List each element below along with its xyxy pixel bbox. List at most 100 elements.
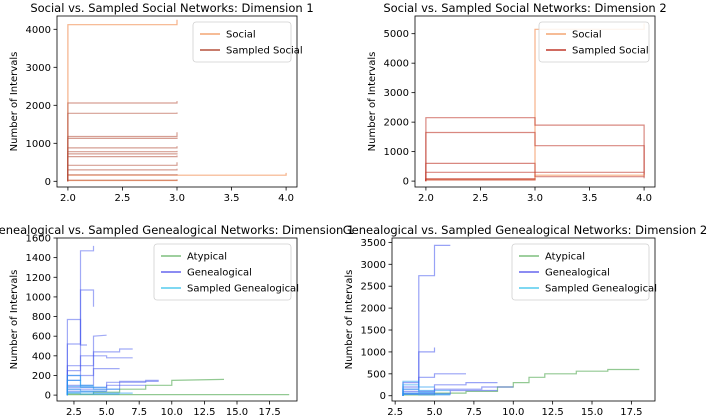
legend: Social Sampled Social — [538, 21, 650, 63]
chart-title: Social vs. Sampled Social Networks: Dime… — [383, 1, 666, 15]
series-line-sampled-genealogical — [66, 379, 107, 396]
legend-label: Social — [226, 30, 256, 41]
legend-label: Atypical — [187, 252, 227, 263]
y-tick-label: 1000 — [361, 347, 386, 358]
legend-label: Sampled Genealogical — [545, 284, 657, 295]
x-tick-label: 3.0 — [527, 193, 543, 204]
y-tick-label: 0 — [403, 177, 409, 188]
x-tick-label: 2.5 — [387, 407, 403, 417]
x-tick-label: 5.0 — [427, 407, 443, 417]
series-line-sampled-genealogical — [402, 384, 451, 396]
series-line-sampled-social — [67, 174, 178, 182]
y-tick-label: 1000 — [26, 292, 51, 303]
legend: Atypical Genealogical Sampled Genealogical — [511, 243, 657, 301]
y-tick-label: 4000 — [384, 59, 409, 70]
series-line-sampled-social — [425, 171, 645, 182]
y-tick-label: 3000 — [384, 88, 409, 99]
y-tick-label: 0 — [380, 391, 386, 402]
legend-label: Atypical — [545, 252, 585, 263]
y-tick-label: 1000 — [26, 139, 51, 150]
y-tick-label: 2500 — [361, 282, 386, 293]
x-tick-label: 7.5 — [131, 407, 147, 417]
series-line-sampled-social — [67, 112, 178, 182]
x-tick-label: 3.0 — [169, 193, 185, 204]
x-tick-label: 5.0 — [99, 407, 115, 417]
series-line-sampled-social — [67, 162, 178, 182]
x-tick-label: 7.5 — [466, 407, 482, 417]
x-tick-label: 2.5 — [66, 407, 82, 417]
series-line-genealogical — [402, 244, 451, 396]
chart-title: Genealogical vs. Sampled Genealogical Ne… — [0, 223, 354, 237]
x-tick-label: 17.5 — [258, 407, 280, 417]
series-line-genealogical — [66, 318, 87, 396]
x-tick-label: 2.0 — [418, 193, 434, 204]
chart-title: Social vs. Sampled Social Networks: Dime… — [30, 1, 313, 15]
series-line-sampled-social — [425, 131, 645, 182]
y-tick-label: 0 — [45, 177, 51, 188]
y-tick-label: 800 — [32, 312, 51, 323]
series-line-sampled-genealogical — [66, 388, 107, 396]
legend: Social Sampled Social — [192, 21, 303, 63]
y-tick-label: 1400 — [26, 253, 51, 264]
series-line-sampled-genealogical — [402, 393, 451, 396]
y-tick-label: 200 — [32, 371, 51, 382]
chart-panel-4: Genealogical vs. Sampled Genealogical Ne… — [343, 223, 708, 417]
y-tick-label: 1600 — [26, 234, 51, 245]
y-axis-label: Number of Intervals — [344, 270, 355, 370]
y-tick-label: 2000 — [361, 304, 386, 315]
series-line-sampled-genealogical — [402, 388, 435, 396]
y-tick-label: 1500 — [361, 326, 386, 337]
series-line-sampled-social — [425, 162, 645, 182]
y-tick-label: 500 — [367, 369, 386, 380]
chart-title: Genealogical vs. Sampled Genealogical Ne… — [343, 223, 708, 237]
legend: Atypical Genealogical Sampled Genealogical — [153, 243, 299, 301]
x-tick-label: 15.0 — [581, 407, 603, 417]
y-tick-label: 3000 — [26, 63, 51, 74]
x-tick-label: 2.5 — [115, 193, 131, 204]
chart-panel-2: Social vs. Sampled Social Networks: Dime… — [367, 1, 667, 204]
y-tick-label: 4000 — [26, 25, 51, 36]
plot-area — [402, 244, 640, 396]
chart-panel-3: Genealogical vs. Sampled Genealogical Ne… — [0, 223, 354, 417]
x-tick-label: 12.5 — [542, 407, 564, 417]
series-line-genealogical — [66, 355, 133, 396]
axes-frame — [391, 237, 656, 402]
y-tick-label: 1200 — [26, 273, 51, 284]
axes-frame — [56, 237, 298, 402]
series-line-sampled-social — [67, 150, 178, 182]
series-line-sampled-social — [67, 155, 178, 182]
y-tick-label: 2000 — [26, 101, 51, 112]
series-line-sampled-social — [425, 117, 645, 182]
x-tick-label: 15.0 — [226, 407, 248, 417]
series-line-sampled-genealogical — [66, 392, 120, 396]
chart-panel-1: Social vs. Sampled Social Networks: Dime… — [9, 1, 314, 204]
y-axis-label: Number of Intervals — [9, 270, 20, 370]
y-tick-label: 3500 — [361, 238, 386, 249]
x-tick-label: 4.0 — [636, 193, 652, 204]
y-tick-label: 2000 — [384, 118, 409, 129]
y-tick-label: 600 — [32, 332, 51, 343]
x-tick-label: 10.0 — [161, 407, 183, 417]
y-tick-label: 400 — [32, 351, 51, 362]
x-tick-label: 3.5 — [582, 193, 598, 204]
legend-label: Genealogical — [545, 268, 610, 279]
legend-label: Social — [572, 30, 602, 41]
y-tick-label: 1000 — [384, 147, 409, 158]
y-tick-label: 3000 — [361, 260, 386, 271]
series-line-sampled-social — [67, 179, 178, 182]
legend-label: Sampled Social — [226, 46, 303, 57]
series-line-sampled-social — [67, 153, 178, 182]
legend-label: Genealogical — [187, 268, 252, 279]
series-line-sampled-social — [425, 179, 536, 182]
plot-area — [66, 245, 290, 396]
x-tick-label: 2.5 — [473, 193, 489, 204]
x-tick-label: 12.5 — [193, 407, 215, 417]
x-tick-label: 4.0 — [278, 193, 294, 204]
legend-label: Sampled Genealogical — [187, 284, 299, 295]
y-tick-label: 5000 — [384, 29, 409, 40]
x-tick-label: 3.5 — [224, 193, 240, 204]
x-tick-label: 2.0 — [60, 193, 76, 204]
plot-area — [67, 19, 287, 182]
y-axis-label: Number of Intervals — [367, 52, 378, 152]
